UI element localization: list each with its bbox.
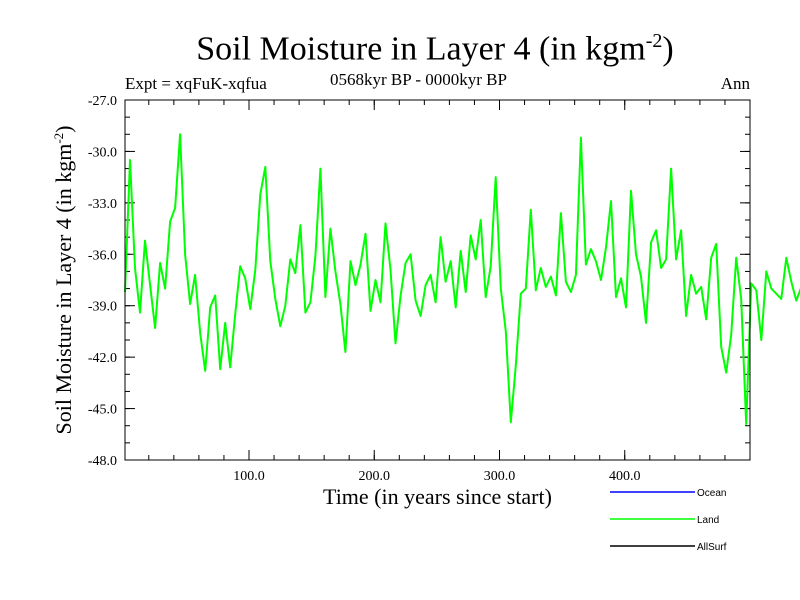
series-line-land — [124, 133, 800, 425]
x-axis-label: Time (in years since start) — [323, 484, 552, 509]
legend: Ocean Land AllSurf — [610, 488, 727, 553]
plot-frame — [124, 99, 751, 461]
experiment-label: Expt = xqFuK-xqfua — [125, 74, 267, 93]
y-tick-label: -27.0 — [88, 94, 117, 109]
legend-label-land: Land — [697, 515, 719, 526]
y-tick-label: -42.0 — [88, 351, 117, 366]
x-tick-label: 400.0 — [609, 469, 641, 484]
x-tick-label: 200.0 — [358, 469, 390, 484]
legend-label-ocean: Ocean — [697, 488, 726, 499]
x-tick-label: 100.0 — [233, 469, 265, 484]
x-tick-label: 300.0 — [484, 469, 516, 484]
y-tick-label: -45.0 — [88, 403, 117, 418]
season-label: Ann — [720, 74, 750, 93]
y-tick-label: -39.0 — [88, 300, 117, 315]
chart-title: Soil Moisture in Layer 4 (in kgm-2) — [196, 30, 674, 68]
y-tick-label: -30.0 — [88, 145, 117, 160]
tick-labels: -27.0 -30.0 -33.0 -36.0 -39.0 -42.0 -45.0 -48.0… — [88, 94, 641, 484]
legend-label-allsurf: AllSurf — [697, 542, 727, 553]
y-tick-label: -36.0 — [88, 248, 117, 263]
y-tick-label: -48.0 — [88, 454, 117, 469]
y-tick-label: -33.0 — [88, 197, 117, 212]
period-label: 0568kyr BP - 0000kyr BP — [330, 70, 507, 89]
